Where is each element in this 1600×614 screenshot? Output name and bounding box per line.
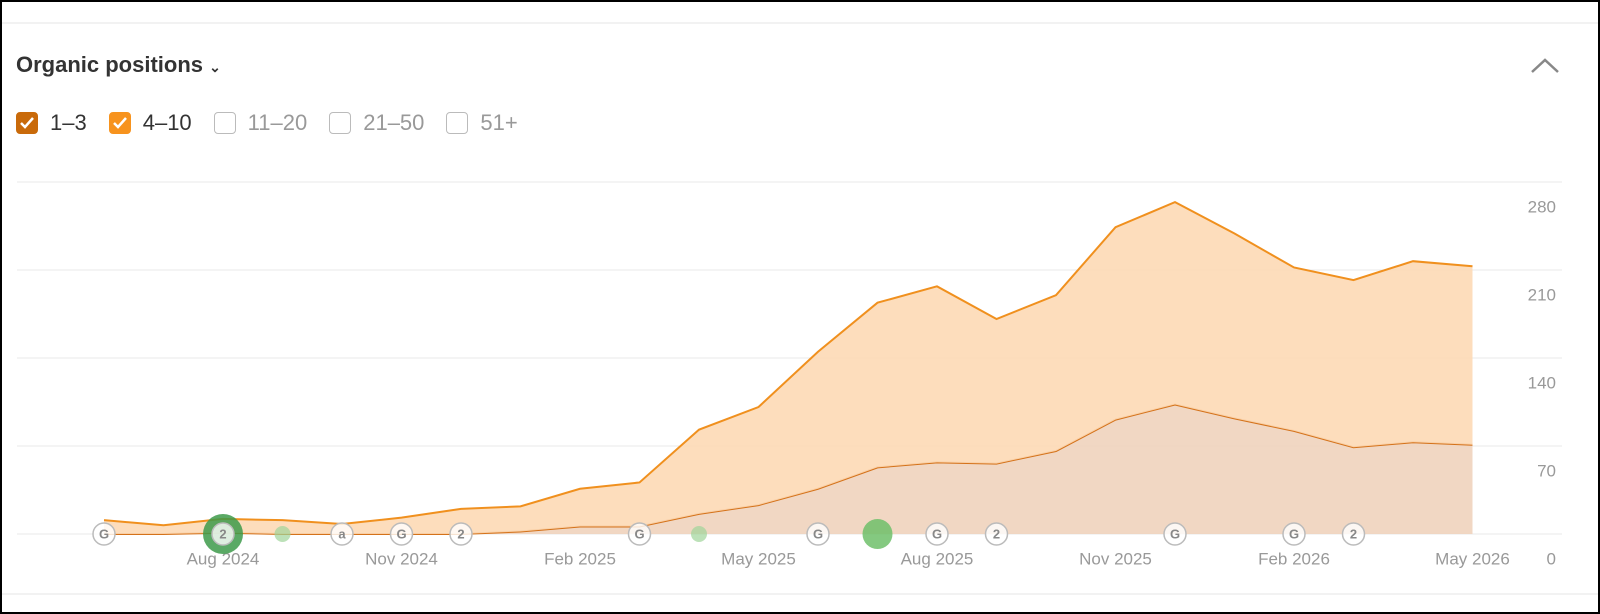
area <box>104 202 1473 534</box>
y-tick-label: 140 <box>1528 373 1556 392</box>
x-tick-label: Nov 2025 <box>1079 549 1152 568</box>
event-marker[interactable]: G <box>1282 522 1306 546</box>
event-label: 2 <box>1350 526 1357 541</box>
x-tick-label: Nov 2024 <box>365 549 438 568</box>
y-tick-label: 280 <box>1528 197 1556 216</box>
title-text[interactable]: Organic positions <box>16 52 204 77</box>
event-label: G <box>813 526 823 541</box>
event-label: G <box>99 526 109 541</box>
checkbox[interactable] <box>108 112 131 134</box>
event-label: G <box>1289 526 1299 541</box>
legend-label[interactable]: 4–10 <box>142 110 192 135</box>
legend-label[interactable]: 51+ <box>480 110 518 135</box>
event-circle <box>389 522 414 546</box>
event-marker[interactable]: G <box>92 522 116 546</box>
check <box>112 117 127 129</box>
event-label: 2 <box>219 526 226 541</box>
event-circle <box>1341 522 1366 546</box>
x-tick-label: Feb 2025 <box>544 549 616 568</box>
legend-item[interactable]: 21–50 <box>329 110 424 136</box>
checkbox[interactable] <box>329 112 352 134</box>
event-circle <box>925 522 949 546</box>
event-label: G <box>634 526 644 541</box>
checkbox[interactable] <box>446 112 469 134</box>
x-tick-label: Feb 2026 <box>1258 549 1330 568</box>
event-circle <box>330 522 354 546</box>
event-circle <box>627 522 652 546</box>
check <box>20 117 34 129</box>
event-circle <box>1282 522 1306 546</box>
event-circle <box>449 522 473 546</box>
x-tick-label: May 2026 <box>1435 549 1510 568</box>
line <box>103 201 1473 527</box>
event-bubble <box>691 526 707 542</box>
event-label: 2 <box>457 526 464 541</box>
event-circle <box>211 522 235 546</box>
event-circle <box>984 522 1009 546</box>
event-marker[interactable]: G <box>627 522 652 546</box>
event-bubble <box>274 526 291 542</box>
event-bubble <box>862 519 893 549</box>
event-label: G <box>1170 526 1180 541</box>
x-tick-label: Aug 2024 <box>187 549 260 568</box>
event-marker[interactable]: G <box>925 522 949 546</box>
event-marker[interactable]: G <box>389 522 414 546</box>
x-tick-label: Aug 2025 <box>901 549 974 568</box>
event-marker[interactable]: 2 <box>211 522 235 546</box>
legend-item[interactable]: 51+ <box>446 110 518 136</box>
area <box>104 404 1473 534</box>
y-tick-label: 210 <box>1528 285 1556 304</box>
y-tick-label: 0 <box>1547 549 1556 568</box>
event-label: G <box>932 526 942 541</box>
legend-item[interactable]: 11–20 <box>213 110 308 136</box>
event-circle <box>1163 522 1187 546</box>
event-marker[interactable]: G <box>806 522 830 546</box>
event-marker[interactable]: 2 <box>984 522 1009 546</box>
event-marker[interactable]: 2 <box>1341 522 1366 546</box>
y-tick-label: 70 <box>1537 461 1556 480</box>
x-tick-label: May 2025 <box>721 549 796 568</box>
event-marker[interactable]: 2 <box>449 522 473 546</box>
event-label: 2 <box>993 526 1000 541</box>
legend-item[interactable]: 1–3 <box>16 110 87 136</box>
checkbox[interactable] <box>16 112 38 134</box>
legend-label[interactable]: 1–3 <box>50 110 87 135</box>
event-circle <box>806 522 830 546</box>
event-marker[interactable]: G <box>1163 522 1187 546</box>
event-circle <box>92 522 116 546</box>
event-label: a <box>338 526 346 541</box>
legend-label[interactable]: 11–20 <box>247 110 308 135</box>
legend-label[interactable]: 21–50 <box>363 110 425 135</box>
event-marker[interactable]: a <box>330 522 354 546</box>
legend: 1–3 4–10 11–20 21–50 51+ <box>16 110 518 136</box>
checkbox[interactable] <box>213 112 236 134</box>
legend-item[interactable]: 4–10 <box>108 110 192 136</box>
widget-title[interactable]: Organic positions ⌄ <box>16 52 221 77</box>
collapse-icon[interactable] <box>1531 58 1559 73</box>
event-label: G <box>396 526 406 541</box>
